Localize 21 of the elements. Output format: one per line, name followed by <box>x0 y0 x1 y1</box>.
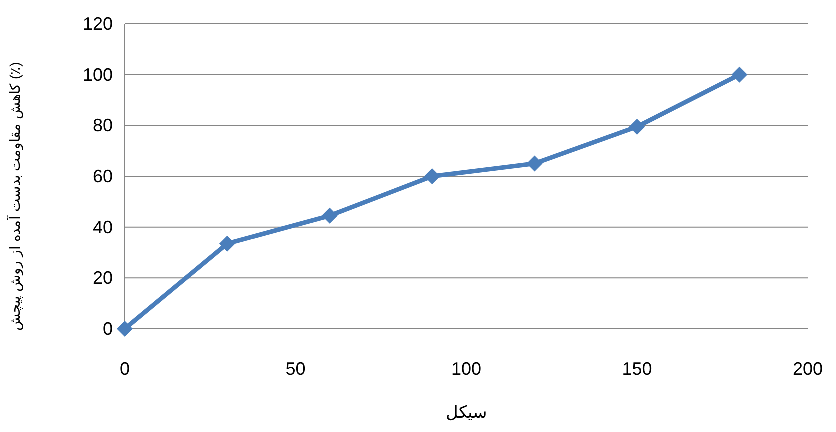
y-tick-label: 80 <box>92 116 113 136</box>
x-tick-label: 200 <box>792 359 824 379</box>
point <box>117 321 133 337</box>
x-tick-label: 0 <box>120 359 130 379</box>
point <box>424 168 440 184</box>
y-tick-label: 40 <box>92 217 113 238</box>
point <box>322 208 338 224</box>
y-tick-label: 0 <box>102 319 113 339</box>
point <box>732 66 748 83</box>
x-axis-title: سیکل <box>446 403 487 422</box>
y-tick-label: 120 <box>82 14 113 34</box>
y-tick-label: 20 <box>92 268 113 288</box>
y-axis-title: کاهش مقاومت بدست آمده از روش پیچش (٪) <box>6 62 24 331</box>
x-tick-label: 150 <box>622 359 652 379</box>
x-tick-label: 100 <box>451 359 482 379</box>
point <box>629 118 646 135</box>
y-tick-label: 60 <box>92 166 113 186</box>
x-tick-label: 50 <box>286 359 306 379</box>
y-tick-label: 100 <box>82 64 113 85</box>
point <box>526 156 543 172</box>
point <box>219 236 236 252</box>
